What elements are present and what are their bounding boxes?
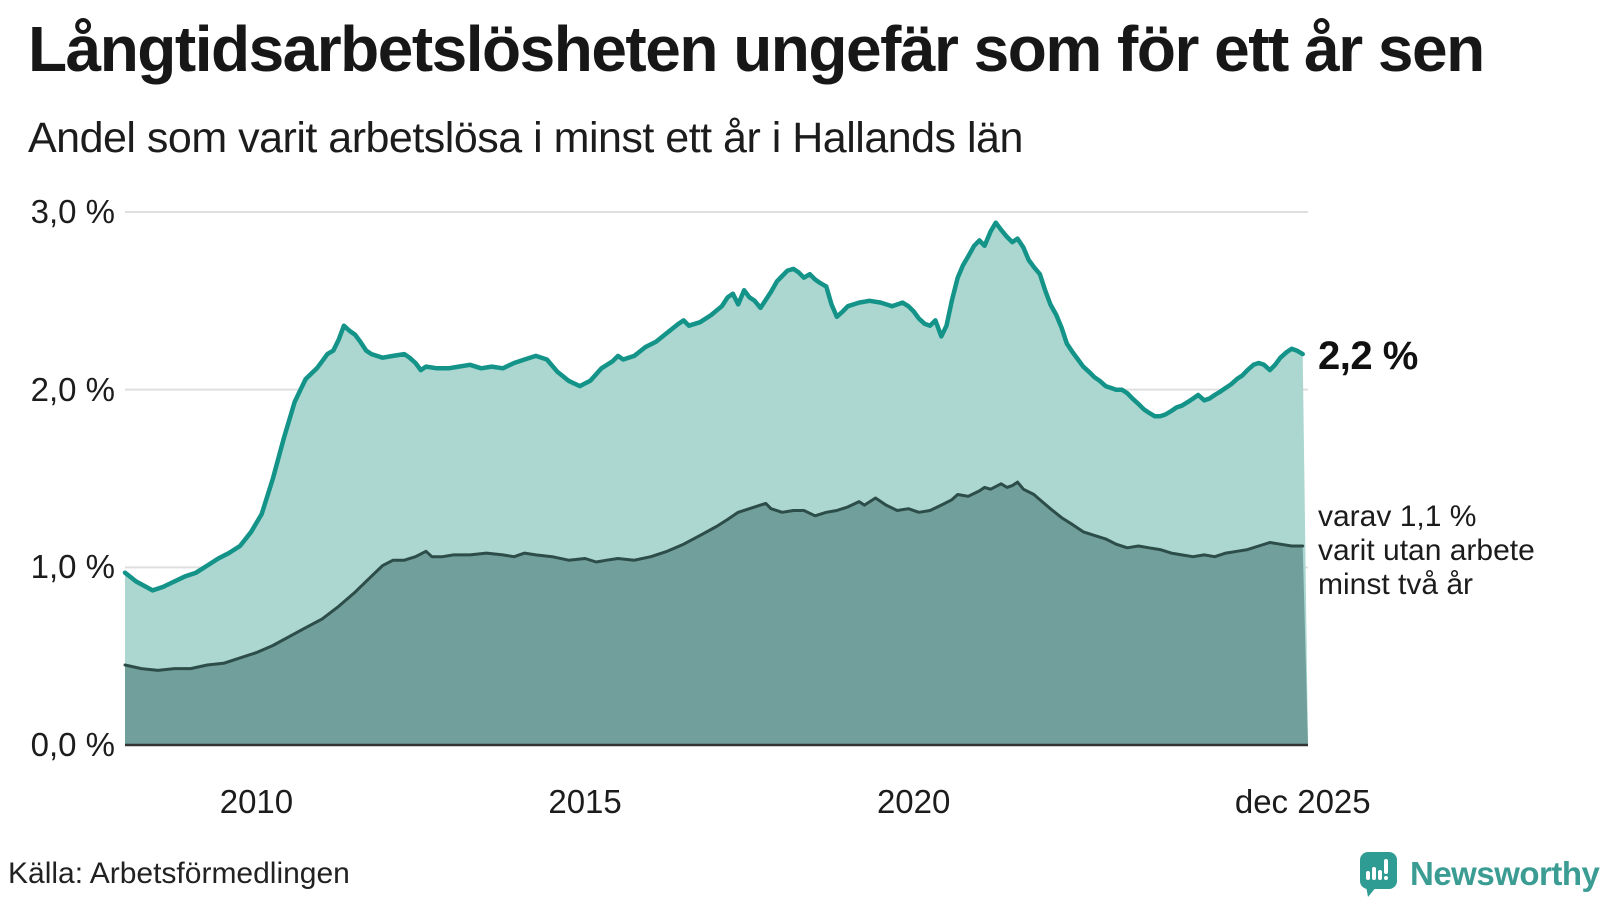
page-title: Långtidsarbetslösheten ungefär som för e… [28,13,1485,85]
page-subtitle: Andel som varit arbetslösa i minst ett å… [28,114,1023,162]
x-tick-2010: 2010 [219,783,294,820]
x-tick-dec-2025: dec 2025 [1234,783,1371,820]
series2-annotation-line1: varav 1,1 % [1318,500,1477,533]
end-value-label: 2,2 % [1318,334,1418,378]
y-tick-1-0: 1,0 % [30,548,115,586]
y-tick-0-0: 0,0 % [30,726,115,763]
x-tick-2020: 2020 [876,783,951,820]
newsworthy-logo: Newsworthy [1358,850,1600,898]
x-tick-2015: 2015 [548,783,622,820]
series2-annotation-line3: minst två år [1318,568,1474,601]
series2-annotation-line2: varit utan arbete [1318,534,1535,567]
area-min-two-years [125,482,1308,745]
line-min-one-year [122,220,1305,593]
logo-exclamation-icon [1384,859,1388,874]
y-tick-3-0: 3,0 % [30,193,115,230]
y-tick-2-0: 2,0 % [30,370,115,408]
newsworthy-logo-icon [1360,852,1397,897]
logo-bar-3 [1378,870,1382,880]
line-min-two-years [123,480,1305,672]
logo-bar-1 [1366,871,1370,880]
source-attribution: Källa: Arbetsförmedlingen [8,857,350,890]
series2-annotation: varav 1,1 % varit utan arbete minst två … [1318,500,1535,602]
logo-bar-2 [1372,867,1376,880]
newsworthy-wordmark: Newsworthy [1410,855,1600,892]
